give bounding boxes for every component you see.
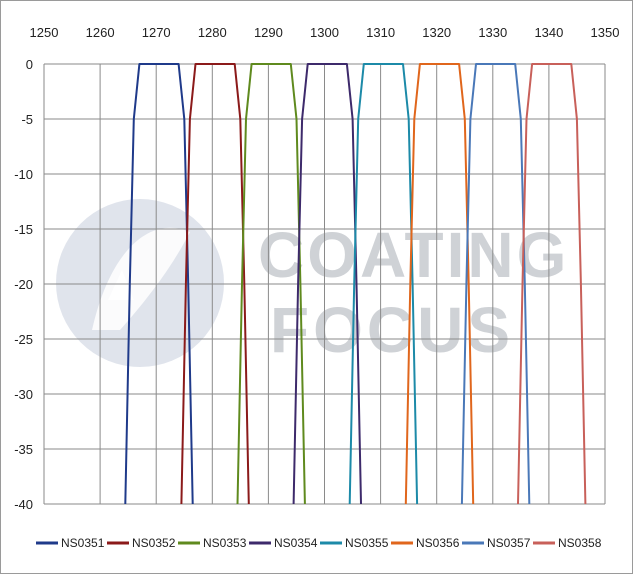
- y-tick-label: -20: [14, 277, 33, 292]
- x-tick-label: 1350: [591, 25, 620, 40]
- y-tick-label: -10: [14, 167, 33, 182]
- x-axis: 1250 1260 1270 1280 1290 1300 1310 1320 1330 1340…: [30, 25, 620, 40]
- series-group: [124, 63, 587, 505]
- x-tick-label: 1290: [254, 25, 283, 40]
- x-tick-label: 1270: [142, 25, 171, 40]
- legend-label: NS0358: [558, 536, 602, 550]
- series-line-ns0358: [517, 63, 587, 505]
- x-tick-label: 1310: [366, 25, 395, 40]
- y-tick-label: -30: [14, 387, 33, 402]
- legend-label: NS0354: [274, 536, 318, 550]
- watermark-logo-swoosh: [92, 227, 190, 330]
- watermark-text-line2: FOCUS: [270, 294, 514, 366]
- y-axis: 0 -5 -10 -15 -20 -25 -30 -35 -40: [14, 57, 33, 512]
- y-tick-label: -25: [14, 332, 33, 347]
- grid: [43, 63, 606, 505]
- y-tick-label: -40: [14, 497, 33, 512]
- y-tick-label: -15: [14, 222, 33, 237]
- legend-label: NS0356: [416, 536, 460, 550]
- x-tick-label: 1320: [422, 25, 451, 40]
- x-tick-label: 1280: [198, 25, 227, 40]
- legend-label: NS0353: [203, 536, 247, 550]
- legend-label: NS0352: [132, 536, 176, 550]
- y-tick-label: -5: [21, 112, 33, 127]
- x-tick-label: 1330: [478, 25, 507, 40]
- legend-label: NS0351: [61, 536, 105, 550]
- x-tick-label: 1340: [534, 25, 563, 40]
- x-tick-label: 1300: [310, 25, 339, 40]
- watermark-logo-mark: [108, 270, 134, 300]
- legend: NS0351 NS0352 NS0353 NS0354 NS0355 NS0356 NS03…: [36, 536, 602, 550]
- y-tick-label: -35: [14, 442, 33, 457]
- legend-label: NS0355: [345, 536, 389, 550]
- x-tick-label: 1260: [86, 25, 115, 40]
- y-tick-label: 0: [26, 57, 33, 72]
- x-tick-label: 1250: [30, 25, 59, 40]
- legend-label: NS0357: [487, 536, 531, 550]
